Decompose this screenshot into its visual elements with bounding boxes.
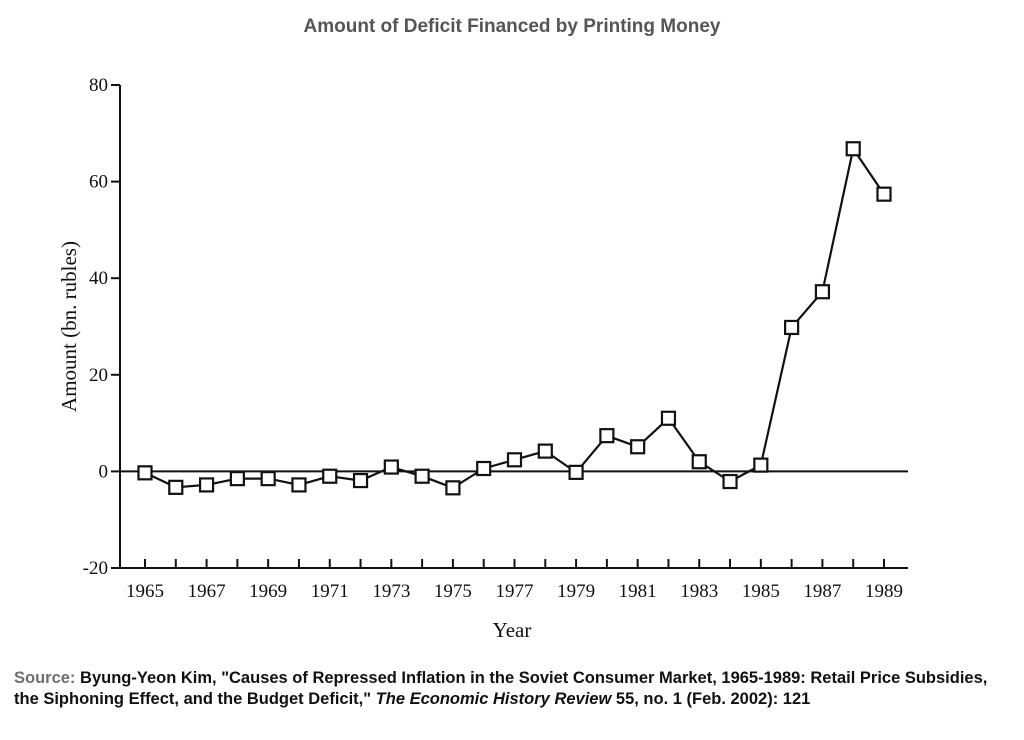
- x-tick-label: 1981: [619, 581, 657, 602]
- x-tick-label: 1985: [742, 581, 780, 602]
- x-axis-title: Year: [493, 618, 532, 642]
- y-tick-label: 0: [99, 461, 109, 482]
- x-tick-label: 1967: [188, 581, 226, 602]
- source-text: Byung-Yeon Kim, "Causes of Repressed Inf…: [14, 669, 988, 708]
- source-text-end: 55, no. 1 (Feb. 2002): 121: [611, 690, 811, 708]
- data-point-marker: [229, 471, 245, 487]
- x-tick-label: 1977: [496, 581, 534, 602]
- data-point-marker: [322, 468, 338, 484]
- data-point-marker: [814, 284, 831, 300]
- data-point-marker: [753, 457, 769, 473]
- data-point-marker: [506, 452, 523, 468]
- y-tick-label: 80: [89, 75, 108, 96]
- data-point-marker: [660, 410, 677, 426]
- x-tick-label: 1969: [249, 581, 287, 602]
- x-tick-label: 1965: [126, 581, 164, 602]
- data-point-marker: [784, 319, 800, 336]
- data-point-marker: [568, 464, 584, 480]
- data-point-marker: [537, 443, 553, 459]
- data-point-marker: [876, 186, 892, 202]
- x-tick-label: 1979: [557, 581, 595, 602]
- data-point-marker: [445, 480, 461, 496]
- data-point-marker: [630, 439, 646, 455]
- data-point-marker: [352, 472, 369, 489]
- y-tick-label: 40: [89, 268, 108, 289]
- y-tick-label: 20: [89, 365, 108, 386]
- data-point-marker: [137, 465, 153, 481]
- source-citation: Source: Byung-Yeon Kim, "Causes of Repre…: [14, 668, 1014, 710]
- source-label: Source:: [14, 669, 76, 687]
- data-point-marker: [260, 471, 276, 487]
- x-tick-label: 1989: [865, 581, 903, 602]
- source-journal: The Economic History Review: [375, 690, 612, 708]
- data-point-marker: [476, 460, 492, 477]
- x-tick-label: 1973: [372, 581, 410, 602]
- x-tick-label: 1983: [680, 581, 718, 602]
- figure-title: Amount of Deficit Financed by Printing M…: [303, 16, 721, 37]
- data-point-marker: [599, 428, 615, 444]
- data-point-marker: [291, 477, 307, 493]
- line-chart: -20 0 20 40 60 80 1965 1967 1969 1971 1973 1975 1977…: [57, 75, 908, 642]
- data-point-marker: [383, 459, 399, 475]
- data-point-marker: [168, 479, 184, 495]
- data-point-marker: [414, 468, 430, 484]
- x-tick-label: 1975: [434, 581, 472, 602]
- data-point-marker: [691, 454, 707, 470]
- y-axis-title: Amount (bn. rubles): [57, 241, 81, 412]
- y-tick-label: 60: [89, 172, 108, 193]
- y-tick-label: -20: [83, 558, 108, 579]
- series-line: [144, 147, 885, 489]
- data-point-marker: [198, 477, 215, 493]
- data-point-marker: [722, 473, 738, 490]
- x-tick-label: 1987: [803, 581, 841, 602]
- x-tick-label: 1971: [311, 581, 349, 602]
- data-point-marker: [845, 141, 861, 157]
